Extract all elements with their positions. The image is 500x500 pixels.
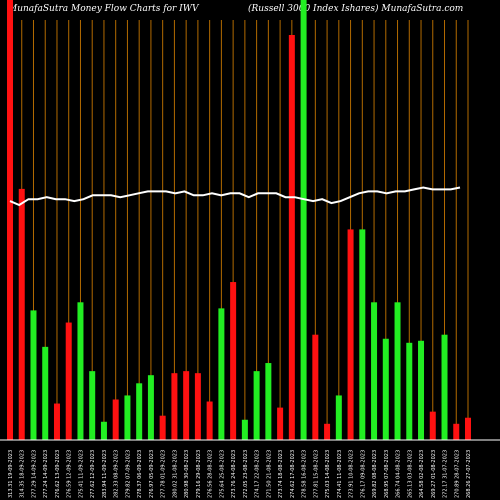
x-tick-label: 275.41 11-09-2023 <box>78 450 84 498</box>
flow-bar <box>253 371 260 440</box>
flow-bar <box>371 302 378 440</box>
x-tick-label: 280.98 30-08-2023 <box>184 450 190 498</box>
x-tick-label: 280.02 31-08-2023 <box>172 450 178 498</box>
flow-bar <box>53 403 60 440</box>
flow-bar <box>124 395 131 440</box>
flow-bar <box>359 229 366 440</box>
x-tick-label: 268.95 07-08-2023 <box>384 450 390 498</box>
x-tick-label: 274.62 17-08-2023 <box>290 450 296 498</box>
chart-subtitle: (Russell 3000 Index Ishares) MunafaSutra… <box>248 4 464 14</box>
flow-bar <box>159 415 166 440</box>
flow-bar <box>183 371 190 440</box>
flow-bar <box>206 401 213 440</box>
x-tick-label: 279.16 29-08-2023 <box>196 450 202 498</box>
x-tick-label: 283.94 11-09-2023 <box>102 450 108 498</box>
flow-bar <box>300 0 307 441</box>
x-tick-label: 273.74 18-08-2023 <box>278 450 284 498</box>
x-tick-label: 282.33 08-09-2023 <box>114 450 120 498</box>
x-tick-label: 277.81 15-08-2023 <box>313 450 319 498</box>
x-tick-label: 273.91 10-08-2023 <box>349 450 355 498</box>
x-tick-label: 277.24 14-09-2023 <box>43 450 49 498</box>
flow-bar <box>324 423 331 440</box>
x-tick-label: 276.97 05-09-2023 <box>149 450 155 498</box>
x-tick-label: 276.17 09-08-2023 <box>360 450 366 498</box>
x-tick-label: 274.41 11-08-2023 <box>337 450 343 498</box>
flow-bar <box>136 383 143 440</box>
flow-bars <box>7 0 471 441</box>
x-tick-label: 275.64 25-08-2023 <box>219 450 225 498</box>
x-tick-label: 276.59 12-09-2023 <box>67 450 73 498</box>
flow-bar <box>441 334 448 440</box>
flow-bar <box>312 334 319 440</box>
flow-bar <box>265 363 272 440</box>
grid-lines <box>9 20 469 440</box>
x-tick-label: 270.89 28-07-2023 <box>454 450 460 498</box>
flow-bar <box>241 419 248 440</box>
x-tick-label: 313.31 19-09-2023 <box>8 450 14 498</box>
flow-bar <box>382 338 389 440</box>
price-line <box>9 186 461 207</box>
x-tick-label: 276.56 28-08-2023 <box>208 450 214 498</box>
x-tick-label: 269.27 01-08-2023 <box>431 450 437 498</box>
flow-bar <box>112 399 119 440</box>
x-tick-label: 278.37 06-09-2023 <box>137 450 143 498</box>
flow-bar <box>465 417 471 440</box>
x-tick-label: 278.58 16-08-2023 <box>302 450 308 498</box>
x-tick-label: 277.29 14-09-2023 <box>31 450 37 498</box>
flow-bar <box>89 371 96 440</box>
flow-bar <box>347 229 354 440</box>
x-tick-label: 274.17 22-08-2023 <box>255 450 261 498</box>
flow-bar <box>429 411 436 440</box>
x-tick-label: 271.50 21-08-2023 <box>266 450 272 498</box>
x-tick-label: 314.35 18-09-2023 <box>20 450 26 498</box>
flow-bar <box>194 373 201 440</box>
x-tick-label: 272.05 23-08-2023 <box>243 450 249 498</box>
flow-bar <box>30 310 37 440</box>
x-tick-label: 269.82 08-08-2023 <box>372 450 378 498</box>
flow-bar <box>7 0 13 441</box>
flow-bar <box>218 308 225 440</box>
flow-bar <box>230 282 237 440</box>
flow-bar <box>171 373 178 440</box>
x-tick-label: 276.62 13-09-2023 <box>55 450 61 498</box>
x-tick-label: 279.82 07-09-2023 <box>125 450 131 498</box>
flow-bar <box>147 375 154 440</box>
flow-bar <box>453 423 460 440</box>
chart-title: MunafaSutra Money Flow Charts for IWV <box>8 4 199 14</box>
x-tick-label: 264.58 02-08-2023 <box>419 450 425 498</box>
flow-bar <box>42 346 49 440</box>
flow-bar <box>418 340 425 440</box>
flow-bar <box>288 35 295 440</box>
flow-bar <box>100 421 107 440</box>
x-axis-labels: 313.31 19-09-2023 314.35 18-09-2023 277.29… <box>8 450 472 498</box>
x-tick-label: 272.17 31-07-2023 <box>443 450 449 498</box>
flow-bar <box>394 302 401 440</box>
flow-bar <box>277 407 284 440</box>
flow-bar <box>65 322 72 440</box>
flow-bar <box>77 302 84 440</box>
x-tick-label: 277.78 01-09-2023 <box>161 450 167 498</box>
x-tick-label: 275.03 14-08-2023 <box>325 450 331 498</box>
flow-bar <box>18 188 25 440</box>
x-tick-label: 268.26 27-07-2023 <box>466 450 472 498</box>
flow-bar <box>406 342 413 440</box>
x-tick-label: 265.13 03-08-2023 <box>407 450 413 498</box>
x-tick-label: 266.74 04-08-2023 <box>396 450 402 498</box>
x-tick-label: 273.76 24-08-2023 <box>231 450 237 498</box>
x-tick-label: 277.62 12-09-2023 <box>90 450 96 498</box>
flow-bar <box>335 395 342 440</box>
